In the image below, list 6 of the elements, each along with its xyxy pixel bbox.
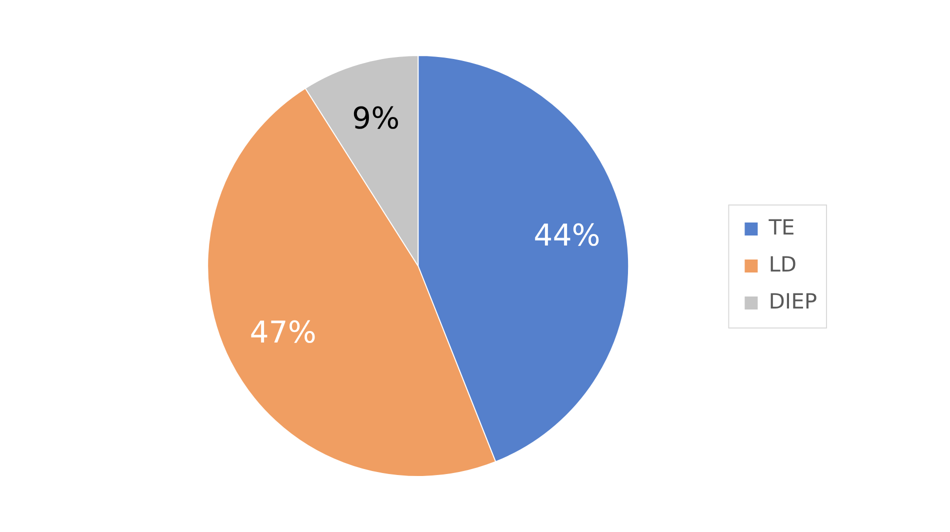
data-label: 9% [352,101,400,136]
data-label: 47% [250,316,316,351]
legend-label: LD [768,252,797,276]
legend-label: DIEP [768,289,817,314]
legend-label: TE [768,215,795,240]
data-label: 44% [534,218,600,254]
